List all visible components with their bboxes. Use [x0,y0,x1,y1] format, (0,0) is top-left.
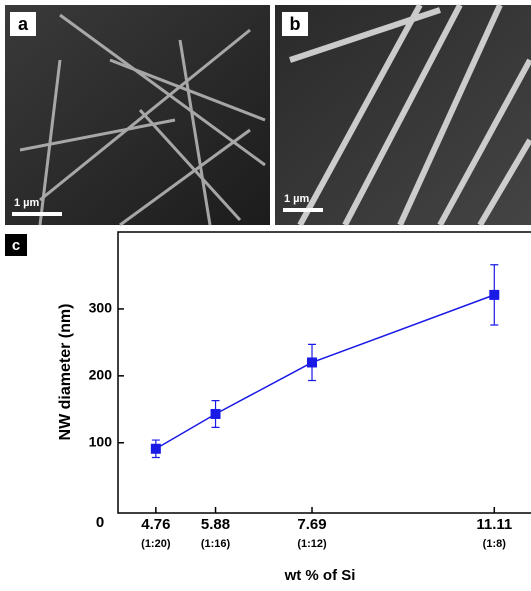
panel-label: a [18,14,29,34]
y-tick-label: 200 [89,367,113,383]
scale-bar-label: 1 µm [284,193,310,205]
x-tick-label: 4.76 [141,516,170,533]
x-tick-label: 7.69 [297,516,326,533]
scale-bar-label: 1 µm [14,197,40,209]
x-tick-label: 5.88 [201,516,230,533]
sem-image-a: a 1 µm [5,5,270,227]
y-tick-label: 100 [89,433,113,449]
panel-label: b [290,14,301,34]
plot-frame [117,231,531,514]
data-point [210,408,221,419]
x-axis-title: wt % of Si [284,567,356,584]
x-tick-label: 11.11 [476,516,512,533]
data-point [489,289,500,300]
sem-image-b: b 1 µm [275,3,531,227]
x-tick-ratio: (1:16) [201,538,231,550]
y-tick-label: 300 [89,300,113,316]
x-tick-ratio: (1:8) [483,538,507,550]
x-tick-ratio: (1:20) [141,538,171,550]
data-line [155,294,495,450]
origin-label: 0 [96,514,104,531]
data-point [307,357,318,368]
x-tick-ratio: (1:12) [297,538,327,550]
panel-label: c [12,237,20,254]
data-point [150,443,161,454]
y-axis-title: NW diameter (nm) [57,304,74,441]
